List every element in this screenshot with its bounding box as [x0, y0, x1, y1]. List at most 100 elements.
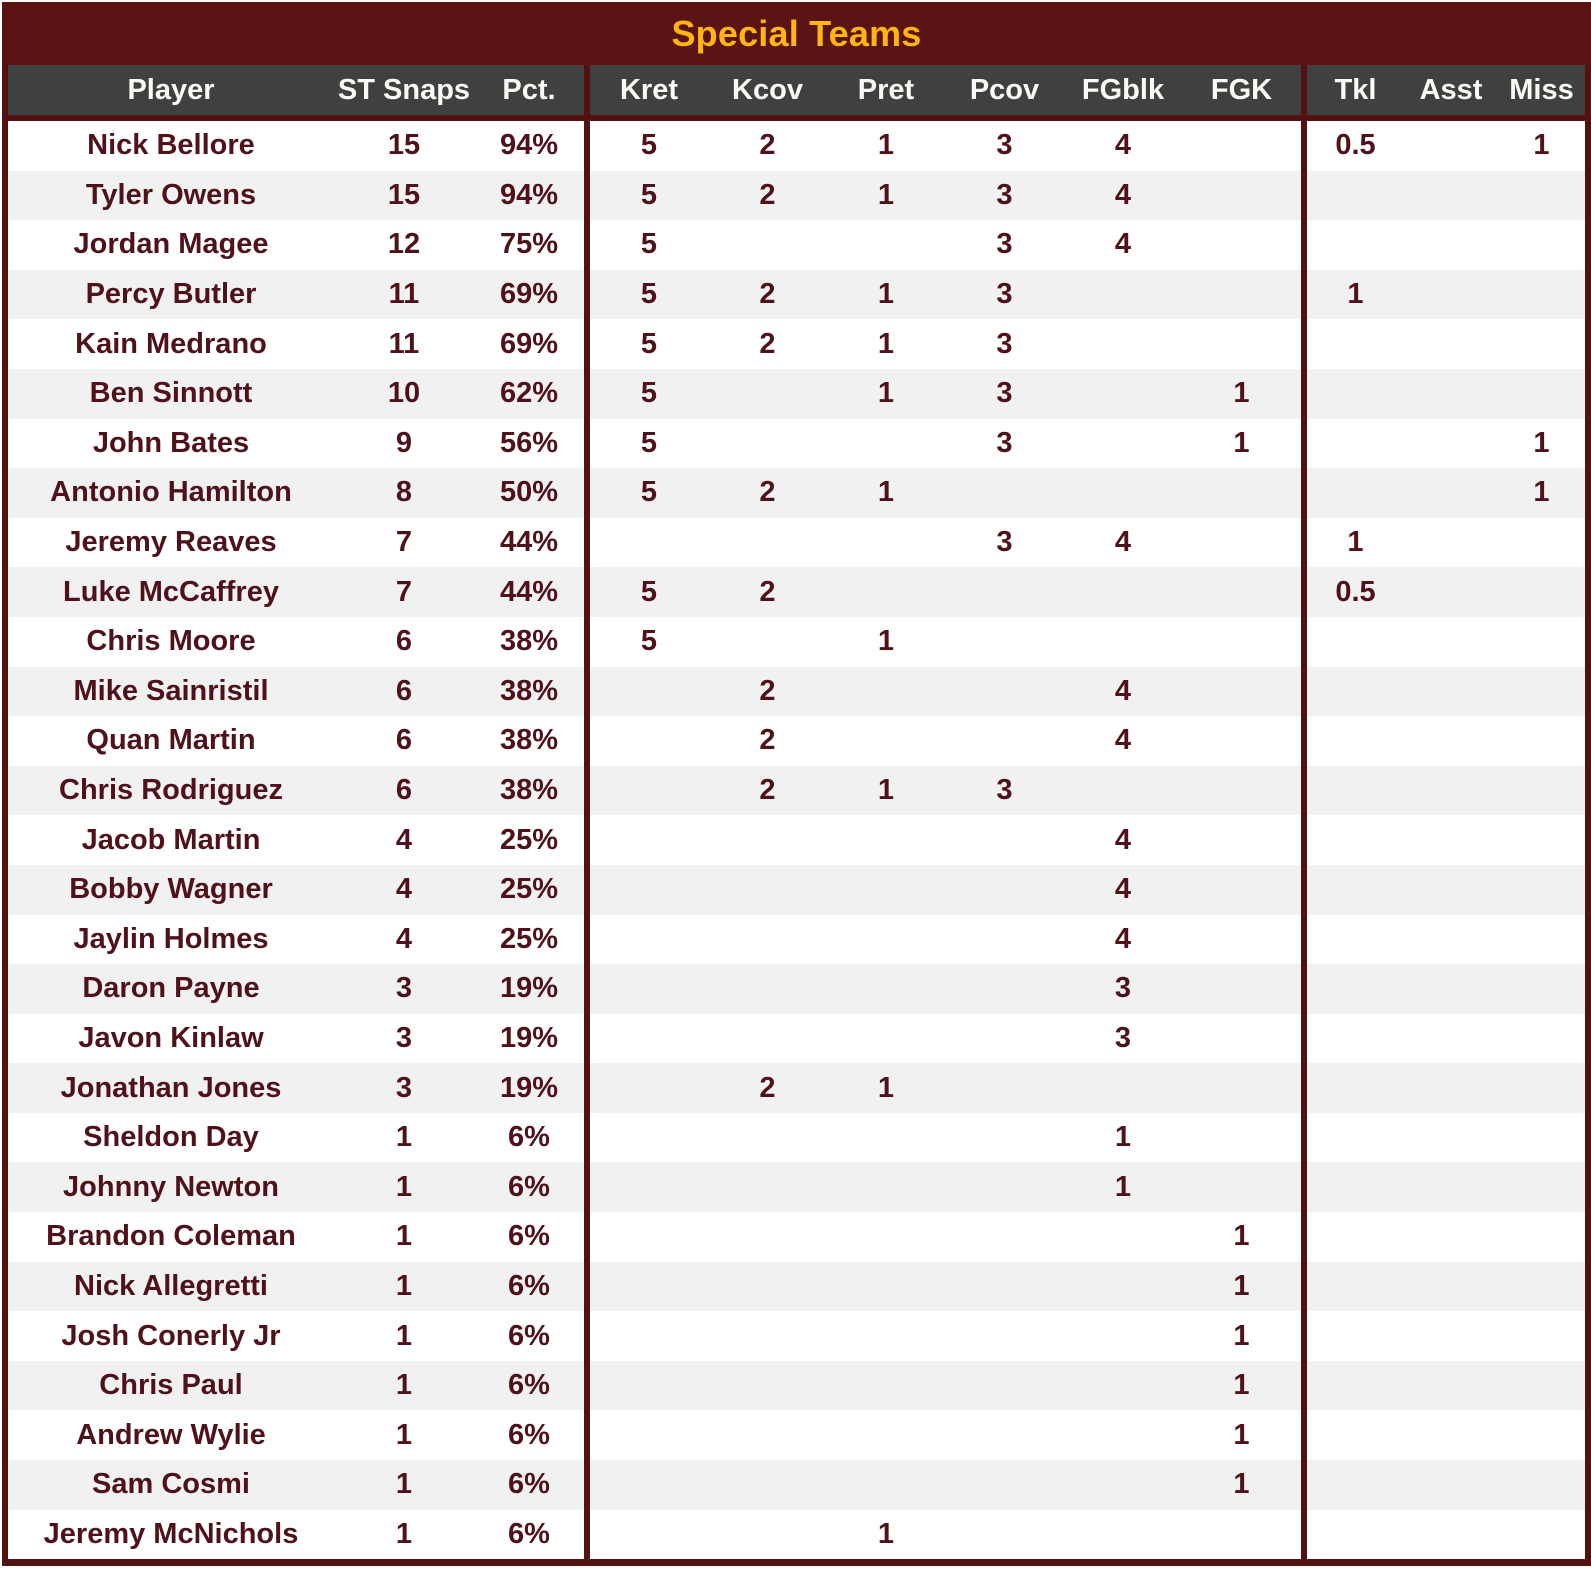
vertical-divider [1301, 269, 1307, 320]
cell-miss [1498, 170, 1585, 221]
vertical-divider [584, 1112, 590, 1163]
column-header-pcov: Pcov [945, 65, 1064, 115]
cell-miss [1498, 1261, 1585, 1312]
cell-pcov: 3 [945, 269, 1064, 320]
table-row: Brandon Coleman 1 6% 1 [8, 1212, 1585, 1262]
cell-player: Johnny Newton [8, 1162, 334, 1213]
cell-kret: 5 [590, 220, 708, 270]
cell-kret [590, 1460, 708, 1510]
cell-fgblk [1064, 567, 1182, 617]
vertical-divider [1301, 1212, 1307, 1262]
cell-kret: 5 [590, 418, 708, 469]
cell-pret [827, 1360, 945, 1411]
table-title: Special Teams [671, 12, 922, 54]
cell-asst [1404, 964, 1498, 1014]
table-row: Sam Cosmi 1 6% 1 [8, 1460, 1585, 1510]
cell-pret: 1 [827, 319, 945, 369]
cell-miss [1498, 765, 1585, 816]
cell-player: Chris Rodriguez [8, 765, 334, 816]
cell-miss [1498, 1509, 1585, 1560]
cell-pcov [945, 815, 1064, 865]
vertical-divider [1301, 368, 1307, 419]
vertical-divider [1301, 1063, 1307, 1113]
cell-kcov: 2 [708, 1063, 827, 1113]
cell-tkl [1307, 666, 1404, 717]
column-header-pret: Pret [827, 65, 945, 115]
vertical-divider [1301, 716, 1307, 766]
cell-player: Luke McCaffrey [8, 567, 334, 617]
cell-st-snaps: 1 [334, 1212, 474, 1262]
cell-pcov: 3 [945, 517, 1064, 568]
vertical-divider [584, 1162, 590, 1213]
cell-pcov [945, 1509, 1064, 1560]
cell-kcov [708, 815, 827, 865]
cell-tkl [1307, 220, 1404, 270]
cell-fgk [1182, 1112, 1301, 1163]
cell-st-snaps: 4 [334, 815, 474, 865]
vertical-divider [1301, 815, 1307, 865]
cell-pret [827, 964, 945, 1014]
cell-fgblk: 4 [1064, 170, 1182, 221]
cell-st-snaps: 3 [334, 1013, 474, 1064]
cell-pret: 1 [827, 1509, 945, 1560]
cell-player: Nick Bellore [8, 121, 334, 171]
cell-tkl: 1 [1307, 517, 1404, 568]
column-header-row: Player ST Snaps Pct. Kret Kcov Pret Pcov FGblk F… [8, 65, 1585, 115]
table-body: Nick Bellore 15 94% 5 2 1 3 4 0.5 1 Tyler Owens 15 9… [8, 121, 1585, 1560]
cell-pcov [945, 616, 1064, 667]
cell-kcov: 2 [708, 319, 827, 369]
cell-kret [590, 517, 708, 568]
column-header-fgk: FGK [1182, 65, 1301, 115]
cell-kcov [708, 1212, 827, 1262]
cell-kret [590, 1212, 708, 1262]
cell-kcov [708, 964, 827, 1014]
cell-tkl [1307, 1360, 1404, 1411]
cell-fgk: 1 [1182, 418, 1301, 469]
cell-st-snaps: 3 [334, 964, 474, 1014]
cell-kcov [708, 1112, 827, 1163]
vertical-divider [584, 1360, 590, 1411]
cell-pcov [945, 1261, 1064, 1312]
cell-fgblk [1064, 1460, 1182, 1510]
cell-pct: 44% [474, 517, 584, 568]
cell-fgk: 1 [1182, 1212, 1301, 1262]
cell-kcov: 2 [708, 765, 827, 816]
cell-pret: 1 [827, 121, 945, 171]
cell-fgblk: 4 [1064, 914, 1182, 965]
cell-pct: 6% [474, 1261, 584, 1312]
cell-kret: 5 [590, 170, 708, 221]
table-row: Jeremy Reaves 7 44% 3 4 1 [8, 517, 1585, 568]
cell-miss [1498, 368, 1585, 419]
cell-tkl [1307, 1509, 1404, 1560]
cell-tkl [1307, 765, 1404, 816]
cell-asst [1404, 170, 1498, 221]
cell-fgk: 1 [1182, 368, 1301, 419]
cell-kret [590, 765, 708, 816]
cell-st-snaps: 11 [334, 319, 474, 369]
cell-player: Nick Allegretti [8, 1261, 334, 1312]
cell-tkl [1307, 1212, 1404, 1262]
table-row: Mike Sainristil 6 38% 2 4 [8, 666, 1585, 717]
vertical-divider [584, 1311, 590, 1361]
cell-miss [1498, 964, 1585, 1014]
vertical-divider [584, 170, 590, 221]
cell-tkl [1307, 1311, 1404, 1361]
cell-tkl [1307, 1112, 1404, 1163]
cell-fgk [1182, 468, 1301, 518]
cell-player: Jeremy Reaves [8, 517, 334, 568]
vertical-divider [584, 1212, 590, 1262]
cell-pret [827, 418, 945, 469]
table-row: Daron Payne 3 19% 3 [8, 964, 1585, 1014]
cell-asst [1404, 567, 1498, 617]
cell-asst [1404, 319, 1498, 369]
cell-pcov [945, 864, 1064, 915]
cell-asst [1404, 815, 1498, 865]
cell-kcov [708, 1311, 827, 1361]
vertical-divider [584, 65, 590, 115]
cell-miss [1498, 517, 1585, 568]
cell-tkl [1307, 914, 1404, 965]
vertical-divider [1301, 121, 1307, 171]
cell-tkl: 0.5 [1307, 121, 1404, 171]
cell-miss: 1 [1498, 418, 1585, 469]
